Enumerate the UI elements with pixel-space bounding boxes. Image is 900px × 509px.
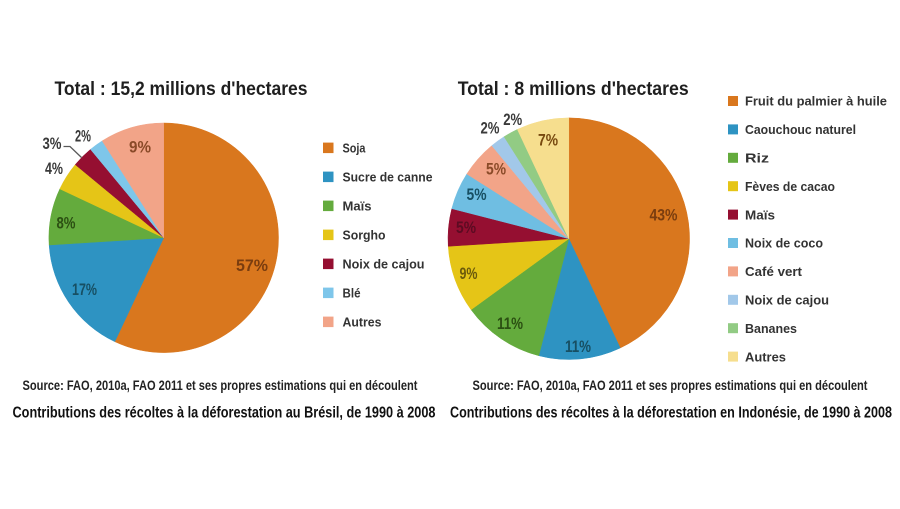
- svg-text:Contributions des récoltes à l: Contributions des récoltes à la déforest…: [13, 404, 436, 421]
- svg-text:Source: FAO, 2010a, FAO 2011 e: Source: FAO, 2010a, FAO 2011 et ses prop…: [23, 377, 418, 393]
- svg-text:Sucre de canne: Sucre de canne: [343, 169, 433, 184]
- svg-text:Blé: Blé: [343, 285, 361, 300]
- svg-text:57%: 57%: [236, 257, 268, 275]
- svg-text:Maïs: Maïs: [343, 198, 372, 213]
- svg-text:11%: 11%: [565, 338, 591, 356]
- svg-text:Soja: Soja: [343, 140, 367, 155]
- svg-text:5%: 5%: [467, 186, 487, 204]
- svg-text:9%: 9%: [460, 265, 478, 283]
- svg-text:2%: 2%: [503, 111, 522, 129]
- svg-text:2%: 2%: [75, 128, 91, 146]
- svg-text:Fruit du palmier à huile: Fruit du palmier à huile: [745, 94, 887, 109]
- svg-text:Fèves de cacao: Fèves de cacao: [745, 179, 835, 194]
- svg-text:Contributions des récoltes à l: Contributions des récoltes à la déforest…: [450, 404, 892, 421]
- svg-text:43%: 43%: [650, 207, 678, 225]
- svg-text:Riz: Riz: [745, 150, 770, 165]
- svg-text:5%: 5%: [486, 161, 506, 179]
- svg-text:3%: 3%: [43, 135, 62, 153]
- svg-text:Noix de coco: Noix de coco: [745, 236, 823, 251]
- svg-text:Café vert: Café vert: [745, 264, 803, 279]
- svg-text:7%: 7%: [538, 132, 558, 150]
- svg-text:Autres: Autres: [343, 314, 382, 329]
- svg-text:Total : 15,2 millions d'hectar: Total : 15,2 millions d'hectares: [55, 78, 308, 100]
- svg-text:17%: 17%: [72, 281, 97, 299]
- svg-text:Total : 8 millions d'hectares: Total : 8 millions d'hectares: [458, 78, 689, 100]
- svg-text:Noix de cajou: Noix de cajou: [745, 292, 829, 307]
- svg-text:Noix de cajou: Noix de cajou: [343, 256, 425, 271]
- svg-text:5%: 5%: [456, 219, 476, 237]
- svg-text:11%: 11%: [497, 315, 523, 333]
- svg-text:9%: 9%: [129, 139, 151, 157]
- svg-text:Sorgho: Sorgho: [343, 227, 386, 242]
- svg-text:Source: FAO, 2010a, FAO 2011 e: Source: FAO, 2010a, FAO 2011 et ses prop…: [473, 377, 868, 393]
- svg-text:2%: 2%: [481, 119, 500, 137]
- svg-text:Maïs: Maïs: [745, 207, 775, 222]
- svg-text:8%: 8%: [57, 215, 76, 233]
- svg-text:Autres: Autres: [745, 349, 786, 364]
- svg-text:4%: 4%: [45, 160, 63, 178]
- svg-text:Caouchouc naturel: Caouchouc naturel: [745, 122, 856, 137]
- svg-text:Bananes: Bananes: [745, 321, 797, 336]
